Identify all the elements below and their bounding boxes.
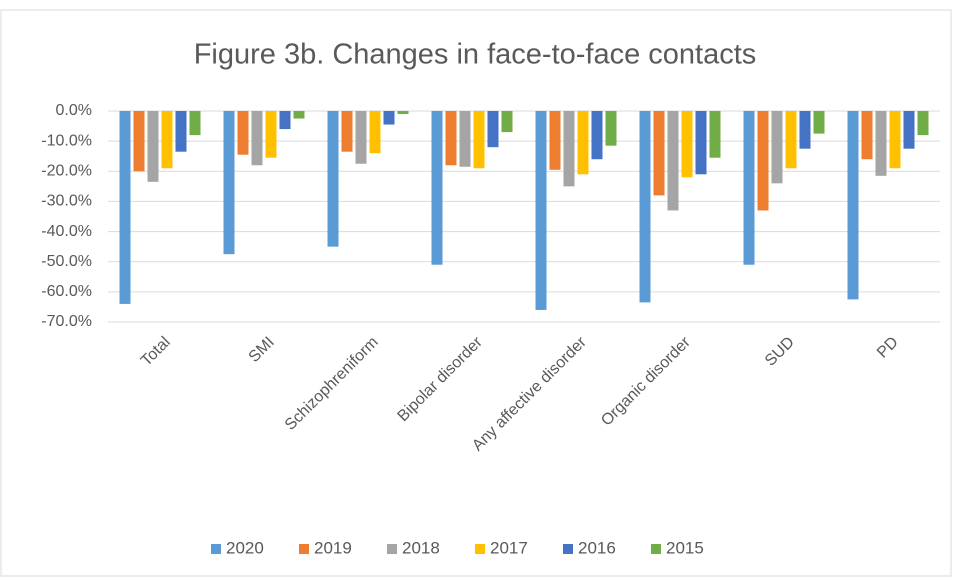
bar xyxy=(431,111,443,265)
legend-swatch xyxy=(651,544,661,554)
y-tick-label: -60.0% xyxy=(41,283,92,300)
bar xyxy=(265,111,277,158)
bar xyxy=(653,111,665,196)
y-tick-label: -30.0% xyxy=(41,193,92,210)
bar xyxy=(223,111,235,255)
legend-swatch xyxy=(211,544,221,554)
bar xyxy=(383,111,395,125)
y-tick-label: -70.0% xyxy=(41,313,92,330)
bar xyxy=(917,111,929,136)
bar xyxy=(681,111,693,178)
bar xyxy=(847,111,859,300)
bar xyxy=(549,111,561,170)
legend-label: 2019 xyxy=(314,538,352,557)
bar xyxy=(279,111,291,130)
bar xyxy=(237,111,249,155)
bar xyxy=(785,111,797,169)
bar xyxy=(147,111,159,182)
bar xyxy=(743,111,755,265)
bar xyxy=(501,111,513,133)
legend-label: 2017 xyxy=(490,538,528,557)
bar xyxy=(771,111,783,184)
legend-swatch xyxy=(563,544,573,554)
legend-label: 2015 xyxy=(666,538,704,557)
bar xyxy=(133,111,145,172)
bar xyxy=(889,111,901,169)
bar xyxy=(667,111,679,211)
bar xyxy=(161,111,173,169)
bar xyxy=(695,111,707,175)
legend-swatch xyxy=(387,544,397,554)
bar xyxy=(459,111,471,167)
bar xyxy=(875,111,887,176)
bar xyxy=(639,111,651,303)
bar xyxy=(369,111,381,154)
bar xyxy=(119,111,131,304)
bar xyxy=(591,111,603,160)
bar xyxy=(709,111,721,158)
bar xyxy=(535,111,547,310)
bar xyxy=(445,111,457,166)
bar xyxy=(175,111,187,152)
bar xyxy=(903,111,915,149)
bar xyxy=(813,111,825,134)
bar xyxy=(397,111,409,115)
bar xyxy=(355,111,367,164)
bar xyxy=(487,111,499,148)
y-tick-label: -40.0% xyxy=(41,223,92,240)
bar xyxy=(757,111,769,211)
bar xyxy=(577,111,589,175)
chart-border xyxy=(0,9,952,577)
bar xyxy=(341,111,353,152)
legend-label: 2020 xyxy=(226,538,264,557)
y-tick-label: -10.0% xyxy=(41,132,92,149)
bar xyxy=(251,111,263,166)
y-tick-label: -20.0% xyxy=(41,163,92,180)
bar xyxy=(605,111,617,146)
y-tick-label: -50.0% xyxy=(41,253,92,270)
bar xyxy=(799,111,811,149)
legend-swatch xyxy=(475,544,485,554)
y-tick-label: 0.0% xyxy=(56,102,92,119)
legend-swatch xyxy=(299,544,309,554)
legend-label: 2018 xyxy=(402,538,440,557)
bar xyxy=(293,111,305,119)
chart-title: Figure 3b. Changes in face-to-face conta… xyxy=(194,39,757,71)
bar xyxy=(563,111,575,187)
bar xyxy=(189,111,201,136)
bar xyxy=(473,111,485,169)
bar xyxy=(327,111,339,247)
legend-label: 2016 xyxy=(578,538,616,557)
bar xyxy=(861,111,873,160)
